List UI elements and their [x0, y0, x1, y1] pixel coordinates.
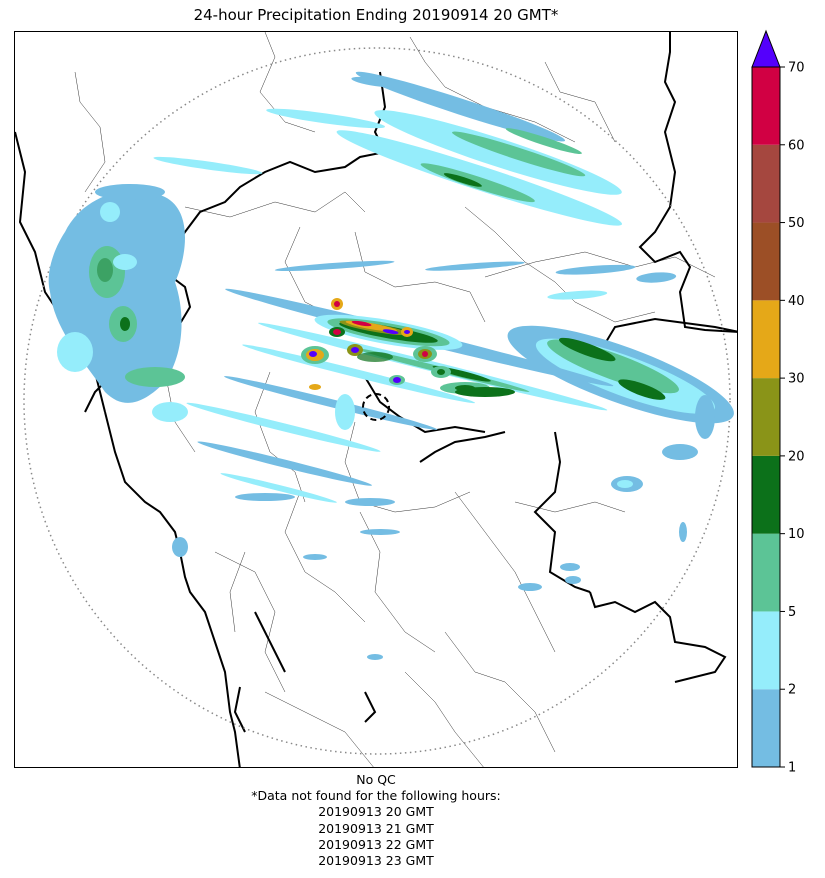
colorbar-bin: [752, 300, 780, 379]
colorbar-tick-label: 1: [788, 761, 796, 776]
precipitation-field: [48, 71, 734, 660]
missing-hour: 20190913 20 GMT: [318, 804, 434, 820]
qc-note: No QC: [356, 772, 396, 787]
footer-notes: No QC *Data not found for the following …: [14, 772, 738, 869]
page-title: 24-hour Precipitation Ending 20190914 20…: [193, 6, 559, 24]
colorbar-bin: [752, 378, 780, 456]
colorbar-bin: [752, 611, 780, 690]
colorbar-legend: 1 2 5 10 20 30 40 50 60 70: [751, 28, 825, 778]
missing-data-note: *Data not found for the following hours:: [251, 788, 501, 804]
colorbar-tick-label: 10: [788, 527, 805, 542]
colorbar-tick-label: 5: [788, 605, 796, 620]
colorbar-bin: [752, 144, 780, 223]
colorbar-overflow-arrow: [751, 29, 781, 68]
colorbar-tick-label: 70: [788, 61, 805, 76]
colorbar-bin: [752, 455, 780, 534]
colorbar-tick-label: 40: [788, 294, 805, 309]
colorbar-bin: [752, 67, 780, 145]
colorbar-tick-label: 20: [788, 449, 805, 464]
district-boundaries: [74, 32, 716, 767]
colorbar-tick-label: 30: [788, 372, 805, 387]
colorbar-bin: [752, 533, 780, 612]
missing-hour: 20190913 22 GMT: [318, 836, 434, 852]
missing-hour: 20190913 21 GMT: [318, 820, 434, 836]
colorbar-outline: [751, 66, 781, 768]
colorbar-tick-label: 50: [788, 216, 805, 231]
colorbar-bin: [752, 689, 780, 767]
precipitation-map[interactable]: [14, 31, 738, 768]
radar-site-marker: [362, 393, 390, 421]
colorbar-tick-label: 60: [788, 138, 805, 153]
missing-hour: 20190913 23 GMT: [318, 853, 434, 869]
range-ring: [23, 47, 731, 755]
colorbar-tick-label: 2: [788, 683, 796, 698]
colorbar-bin: [752, 222, 780, 301]
